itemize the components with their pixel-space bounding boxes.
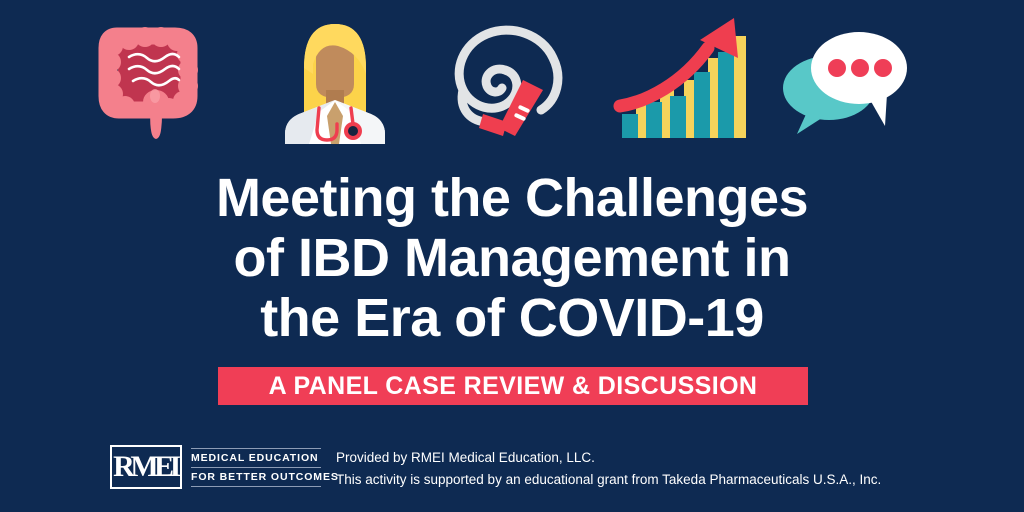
bar-chart-icon bbox=[613, 18, 746, 138]
provider-line-1: Provided by RMEI Medical Education, LLC. bbox=[336, 450, 595, 465]
endoscope-icon bbox=[454, 25, 563, 136]
bar-chart-icon-slot bbox=[605, 12, 755, 144]
rmei-logo: RMEI MEDICAL EDUCATION FOR BETTER OUTCOM… bbox=[110, 445, 339, 489]
rmei-logo-mark: RMEI bbox=[110, 445, 182, 489]
intestine-icon-slot bbox=[78, 12, 228, 144]
intestine-icon bbox=[98, 27, 198, 139]
tagline-divider-middle bbox=[191, 467, 321, 468]
title-line-3: the Era of COVID-19 bbox=[260, 288, 764, 348]
provider-statement: Provided by RMEI Medical Education, LLC.… bbox=[336, 447, 881, 491]
rmei-logo-mark-text: RMEI bbox=[113, 450, 180, 483]
title-line-1: Meeting the Challenges bbox=[215, 168, 809, 228]
subtitle-banner: A PANEL CASE REVIEW & DISCUSSION bbox=[218, 367, 808, 405]
icon-strip bbox=[0, 12, 1024, 144]
doctor-icon bbox=[285, 24, 385, 144]
page-title: Meeting the Challenges of IBD Management… bbox=[0, 168, 1024, 348]
footer: RMEI MEDICAL EDUCATION FOR BETTER OUTCOM… bbox=[0, 437, 1024, 507]
endoscope-icon-slot bbox=[438, 12, 588, 144]
subtitle-text: A PANEL CASE REVIEW & DISCUSSION bbox=[268, 371, 758, 400]
speech-bubbles-icon-slot bbox=[768, 12, 918, 144]
tagline-line-2: FOR BETTER OUTCOMES bbox=[191, 471, 339, 483]
title-line-2: of IBD Management in bbox=[233, 228, 791, 288]
doctor-icon-slot bbox=[260, 12, 410, 144]
rmei-logo-tagline: MEDICAL EDUCATION FOR BETTER OUTCOMES bbox=[191, 445, 339, 489]
tagline-divider-top bbox=[191, 448, 321, 449]
tagline-divider-bottom bbox=[191, 486, 321, 487]
tagline-line-1: MEDICAL EDUCATION bbox=[191, 452, 319, 464]
speech-bubbles-icon bbox=[783, 32, 907, 134]
provider-line-2: This activity is supported by an educati… bbox=[336, 472, 882, 487]
